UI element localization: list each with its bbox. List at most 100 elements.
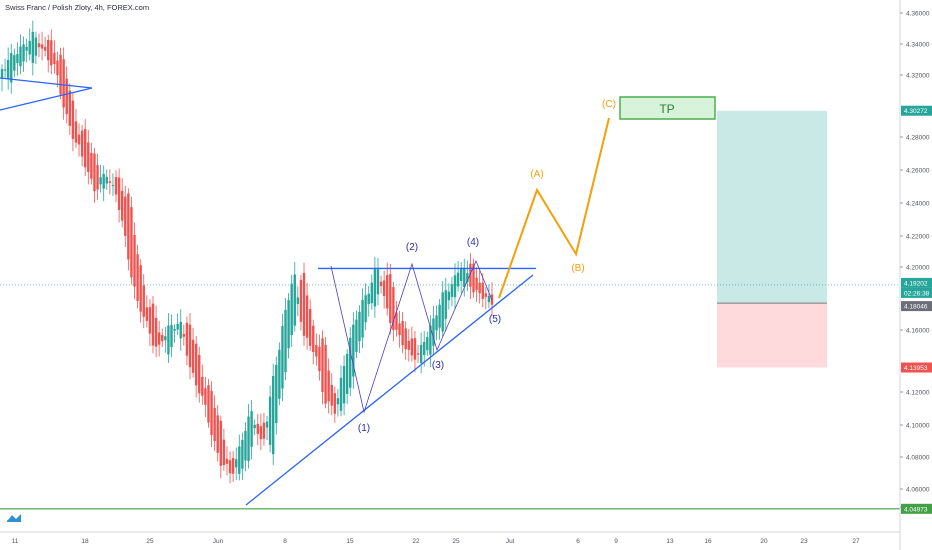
candle-body-29 [90, 152, 93, 179]
candle-body-103 [318, 346, 321, 372]
candle-body-140 [432, 318, 435, 346]
candle-body-149 [459, 268, 463, 281]
candle-body-132 [407, 340, 410, 350]
candle-body-13 [40, 44, 44, 49]
candle-body-109 [336, 398, 340, 405]
stop-loss-zone[interactable] [717, 303, 827, 368]
upper-left-trendline-1[interactable] [0, 87, 93, 111]
x-tick-label-11: 13 [666, 538, 674, 545]
candle-body-40 [124, 196, 127, 236]
candle-body-63 [194, 343, 198, 386]
candle-body-80 [247, 416, 250, 461]
candle-body-126 [389, 274, 392, 324]
wave-label-3: (3) [432, 360, 444, 371]
candle-body-91 [281, 326, 284, 389]
candle-body-16 [50, 40, 53, 66]
candle-body-4 [13, 55, 16, 71]
support-price-tag: 4.04973 [904, 506, 928, 513]
elliott-wave-path[interactable] [330, 259, 493, 414]
y-tick-label-2: 4.32000 [906, 73, 930, 80]
ascending-support-trendline[interactable] [245, 274, 534, 506]
x-tick-label-10: 9 [614, 538, 618, 545]
take-profit-zone[interactable] [717, 110, 827, 304]
candle-body-83 [256, 423, 259, 434]
y-tick-label-4: 4.26000 [906, 168, 930, 175]
candles [0, 20, 494, 484]
candle-body-95 [293, 274, 296, 326]
candle-body-155 [478, 282, 481, 294]
candle-body-53 [164, 336, 167, 341]
candle-body-74 [228, 460, 232, 474]
candle-body-120 [370, 282, 374, 304]
candle-body-51 [157, 332, 161, 345]
candle-body-129 [398, 323, 401, 336]
x-tick-label-9: 6 [576, 538, 580, 545]
upper-left-trendline-2[interactable] [0, 77, 93, 89]
candle-body-12 [37, 43, 41, 48]
candle-body-102 [315, 344, 318, 357]
candle-body-78 [241, 439, 244, 469]
countdown-tag: 02:26:38 [904, 290, 930, 297]
x-tick-label-15: 27 [852, 538, 860, 545]
candle-body-26 [80, 130, 84, 157]
candle-body-122 [376, 269, 380, 295]
abc-projection-path[interactable] [498, 117, 610, 299]
wave-label-5: (5) [489, 314, 501, 325]
wave-label-4: (4) [467, 237, 479, 248]
candle-body-145 [447, 291, 451, 301]
candle-body-130 [401, 320, 404, 346]
candle-body-151 [466, 273, 469, 283]
candle-body-124 [382, 280, 386, 297]
candle-body-96 [296, 297, 300, 304]
candle-body-20 [62, 59, 65, 108]
projection-label-a: (A) [530, 169, 543, 180]
candle-body-2 [6, 59, 10, 79]
candle-body-55 [170, 324, 173, 348]
candle-body-117 [361, 300, 364, 338]
candle-body-76 [235, 459, 238, 468]
candle-body-139 [429, 325, 432, 355]
candle-body-36 [111, 185, 115, 187]
candle-body-85 [262, 422, 266, 439]
tp-box[interactable] [619, 96, 716, 120]
candle-body-43 [133, 234, 136, 287]
candle-body-150 [463, 267, 466, 287]
drawing-lines[interactable] [0, 77, 610, 506]
candle-body-138 [426, 337, 429, 351]
candle-body-50 [154, 317, 158, 347]
candle-body-127 [392, 287, 395, 331]
tp-price-tag-bg [901, 105, 932, 116]
y-tick-label-0: 4.36000 [906, 11, 930, 18]
candle-body-135 [416, 353, 420, 355]
tradingview-logo-icon [6, 512, 22, 522]
candle-body-11 [34, 37, 38, 56]
countdown-tag-bg [901, 287, 932, 298]
candle-body-100 [308, 308, 312, 346]
candle-body-90 [278, 349, 281, 399]
candle-body-61 [188, 324, 192, 368]
candle-body-106 [327, 370, 330, 402]
x-tick-label-1: 18 [81, 538, 89, 545]
chart-title: Swiss Franc / Polish Zloty, 4h, FOREX.co… [5, 3, 150, 12]
candle-body-94 [290, 283, 293, 336]
y-tick-label-1: 4.34000 [906, 42, 930, 49]
candle-body-125 [386, 275, 389, 309]
candle-body-134 [413, 338, 417, 360]
candle-body-141 [435, 315, 438, 331]
candle-body-144 [444, 290, 447, 319]
candle-body-105 [324, 344, 327, 404]
price-axis[interactable]: 4.36000 4.34000 4.32000 4.28000 4.26000 4.240… [899, 0, 932, 550]
candle-body-136 [419, 344, 423, 364]
x-tick-label-12: 16 [704, 538, 712, 545]
y-tick-label-9: 4.12000 [906, 390, 930, 397]
candle-body-35 [108, 181, 112, 183]
tp-price-tag: 4.30272 [904, 108, 928, 115]
x-tick-label-14: 23 [800, 538, 808, 545]
time-axis[interactable]: 11 18 25 Jun 8 15 22 25 Jul 6 9 13 16 20 23 27 [0, 531, 900, 545]
candle-body-110 [339, 377, 343, 411]
y-tick-label-11: 4.08000 [906, 455, 930, 462]
candle-body-9 [28, 40, 31, 55]
candle-body-65 [201, 376, 204, 396]
candle-body-44 [136, 254, 139, 301]
